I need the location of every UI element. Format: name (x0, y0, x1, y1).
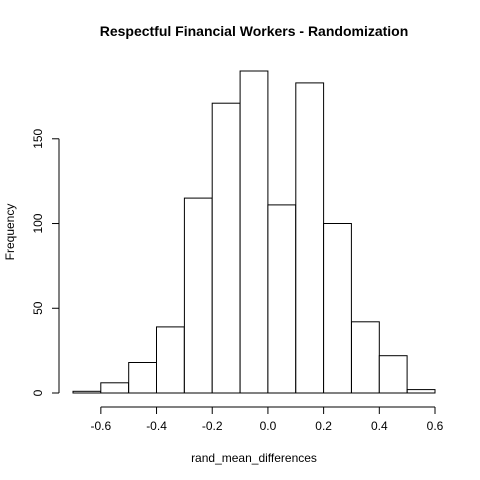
histogram-bar (351, 321, 380, 394)
y-tick-label: 100 (31, 213, 45, 233)
x-tick-label: 0.4 (371, 419, 388, 433)
histogram-bar (100, 382, 130, 394)
y-tick-label: 150 (31, 128, 45, 148)
histogram-bar (323, 223, 352, 394)
histogram-bar (267, 204, 297, 394)
histogram-bar (295, 82, 325, 394)
histogram-bar (156, 326, 185, 394)
y-tick-label: 50 (31, 301, 45, 315)
y-axis-label: Frequency (3, 204, 17, 261)
x-tick-label: -0.6 (91, 419, 112, 433)
histogram-bar (211, 102, 241, 394)
histogram-bar (183, 197, 213, 394)
x-tick-label: 0.2 (315, 419, 332, 433)
x-tick-label: -0.4 (146, 419, 167, 433)
histogram-bar (239, 70, 269, 394)
y-tick-label: 0 (31, 389, 45, 396)
histogram-bar (406, 389, 436, 394)
x-tick-label: 0.6 (427, 419, 444, 433)
histogram-bar (128, 362, 157, 394)
x-axis: -0.6 -0.4 -0.2 0.0 0.2 0.4 0.6 (91, 406, 444, 433)
x-tick-label: -0.2 (202, 419, 223, 433)
histogram-bar (378, 355, 408, 394)
histogram-bar (72, 390, 102, 394)
chart-title: Respectful Financial Workers - Randomiza… (100, 23, 409, 39)
x-axis-label: rand_mean_differences (191, 451, 317, 465)
y-axis: 0 50 100 150 (31, 128, 60, 396)
histogram-bars (72, 70, 436, 394)
x-tick-label: 0.0 (260, 419, 277, 433)
